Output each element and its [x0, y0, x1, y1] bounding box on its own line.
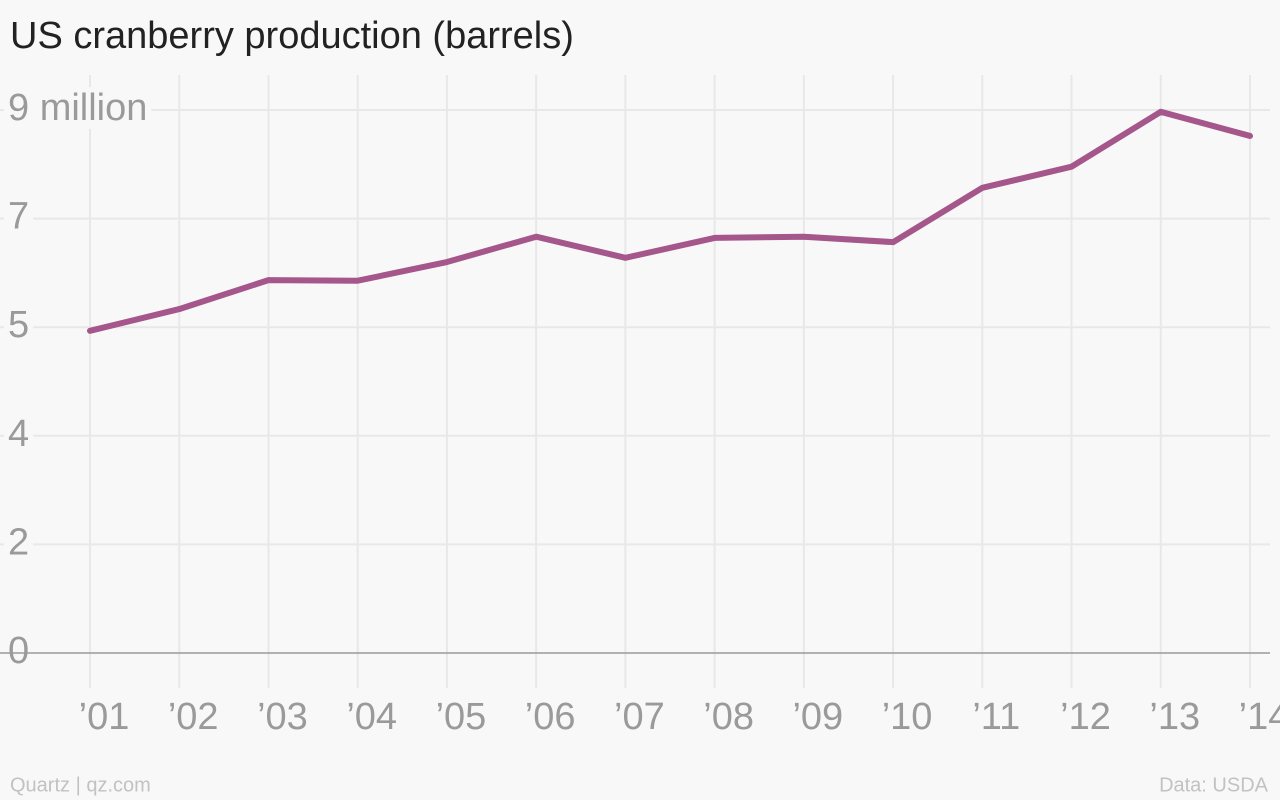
y-tick-label: 7: [8, 196, 29, 238]
y-tick-label: 5: [8, 304, 29, 346]
x-tick-label: ’12: [1060, 696, 1111, 738]
source: Data: USDA: [1159, 774, 1269, 796]
label-background: [4, 521, 34, 564]
x-tick-label: ’08: [703, 696, 754, 738]
label-background: [4, 195, 34, 238]
x-tick-label: ’07: [614, 696, 665, 738]
x-tick-label: ’06: [525, 696, 576, 738]
y-tick-label: 9 million: [8, 87, 147, 129]
y-tick-label: 0: [8, 630, 29, 672]
x-tick-label: ’04: [346, 696, 397, 738]
y-tick-label: 2: [8, 521, 29, 563]
x-tick-label: ’13: [1149, 696, 1200, 738]
x-tick-label: ’11: [972, 696, 1020, 738]
x-tick-label: ’14: [1239, 696, 1280, 738]
x-tick-label: ’02: [168, 696, 219, 738]
y-tick-label: 4: [8, 413, 29, 455]
x-tick-label: ’03: [257, 696, 308, 738]
x-tick-label: ’10: [882, 696, 933, 738]
label-background: [4, 87, 152, 130]
x-tick-label: ’01: [79, 696, 130, 738]
x-tick-label: ’09: [792, 696, 843, 738]
label-background: [4, 304, 34, 347]
line: [87, 108, 1253, 334]
credit: Quartz | qz.com: [10, 774, 151, 796]
label-background: [4, 412, 34, 455]
chart-title: US cranberry production (barrels): [10, 15, 574, 57]
x-tick-label: ’05: [436, 696, 487, 738]
